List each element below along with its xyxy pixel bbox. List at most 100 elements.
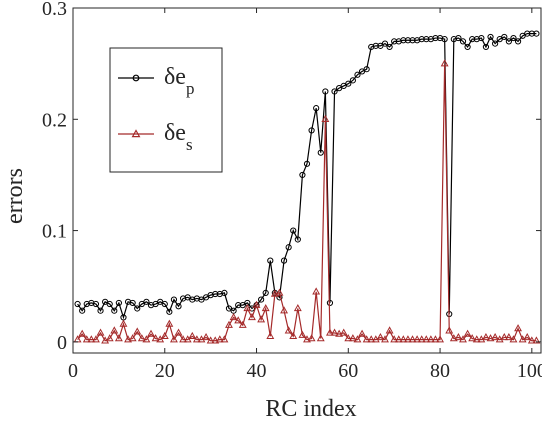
data-point — [91, 335, 100, 343]
data-point — [174, 328, 183, 336]
data-point — [423, 36, 430, 43]
data-point — [426, 335, 435, 343]
data-point — [299, 171, 306, 179]
plot-area — [73, 30, 541, 344]
data-point — [510, 34, 517, 42]
data-point — [422, 335, 431, 343]
data-point — [321, 114, 330, 122]
data-point — [285, 244, 292, 251]
data-point — [129, 299, 136, 307]
data-point — [533, 30, 540, 37]
data-point — [403, 335, 412, 343]
data-point — [82, 335, 91, 343]
data-point — [111, 307, 118, 314]
data-point — [344, 334, 353, 342]
data-point — [514, 38, 522, 45]
data-point — [454, 332, 463, 341]
data-point — [247, 312, 256, 321]
data-point — [92, 300, 100, 308]
data-point — [105, 334, 114, 342]
legend-label-p: δe — [164, 64, 186, 90]
data-point — [165, 319, 174, 327]
data-point — [303, 335, 311, 343]
data-point — [455, 34, 462, 42]
data-point — [257, 315, 266, 323]
data-point — [505, 38, 512, 45]
data-point — [449, 334, 458, 342]
data-point — [96, 328, 105, 336]
legend-entry-p: δep — [118, 64, 194, 98]
series-line-p — [77, 32, 537, 320]
data-point — [192, 335, 201, 343]
data-point — [147, 329, 155, 337]
data-point — [528, 30, 535, 37]
plot-frame — [72, 7, 542, 354]
data-point — [175, 303, 182, 310]
data-point — [436, 335, 445, 343]
data-point — [391, 38, 398, 45]
data-point — [202, 332, 211, 341]
y-tick-label: 0.3 — [42, 0, 67, 20]
data-point — [335, 329, 344, 337]
data-point — [486, 334, 495, 342]
data-point — [313, 105, 320, 112]
data-point — [87, 335, 96, 343]
series-p — [74, 30, 540, 321]
data-point — [418, 36, 425, 43]
data-point — [381, 335, 389, 343]
data-point — [303, 160, 311, 167]
data-point — [381, 40, 389, 47]
data-point — [527, 336, 536, 344]
data-point — [431, 335, 440, 343]
data-point — [128, 334, 137, 342]
data-point — [258, 296, 265, 303]
data-point — [308, 127, 315, 134]
data-point — [500, 332, 509, 341]
data-point — [322, 88, 329, 95]
data-point — [78, 329, 87, 337]
data-point — [183, 335, 192, 343]
x-tick-label: 0 — [68, 360, 78, 382]
data-point — [252, 300, 261, 308]
legend-label-s: δe — [164, 120, 186, 146]
data-point — [408, 335, 417, 343]
data-point — [316, 334, 325, 342]
data-point — [468, 334, 477, 342]
data-point — [514, 324, 523, 332]
data-point — [331, 88, 338, 95]
data-point — [358, 329, 367, 337]
y-tick-label: 0 — [57, 332, 67, 354]
data-point — [275, 288, 284, 296]
data-point — [169, 335, 178, 343]
data-point — [293, 304, 302, 312]
data-point — [97, 307, 104, 314]
data-point — [115, 299, 122, 307]
data-point — [156, 335, 165, 343]
data-point — [74, 300, 81, 308]
data-point — [270, 289, 279, 297]
legend-subscript-s: s — [186, 135, 193, 154]
data-point — [235, 302, 242, 309]
data-point — [459, 335, 467, 343]
data-point — [386, 43, 393, 51]
data-point — [106, 300, 113, 308]
data-point — [345, 80, 352, 87]
data-point — [432, 34, 439, 42]
data-point — [491, 332, 500, 341]
data-point — [409, 37, 416, 44]
data-point — [262, 289, 269, 297]
data-point — [372, 42, 379, 49]
data-point — [390, 335, 399, 343]
data-point — [212, 290, 219, 298]
data-point — [413, 335, 422, 343]
data-point — [289, 331, 298, 340]
data-point — [298, 330, 307, 338]
data-point — [142, 335, 151, 343]
data-point — [459, 38, 467, 45]
data-point — [504, 332, 513, 341]
data-point — [523, 332, 532, 341]
data-point — [151, 334, 160, 342]
data-point — [266, 331, 275, 340]
data-point — [243, 304, 252, 312]
